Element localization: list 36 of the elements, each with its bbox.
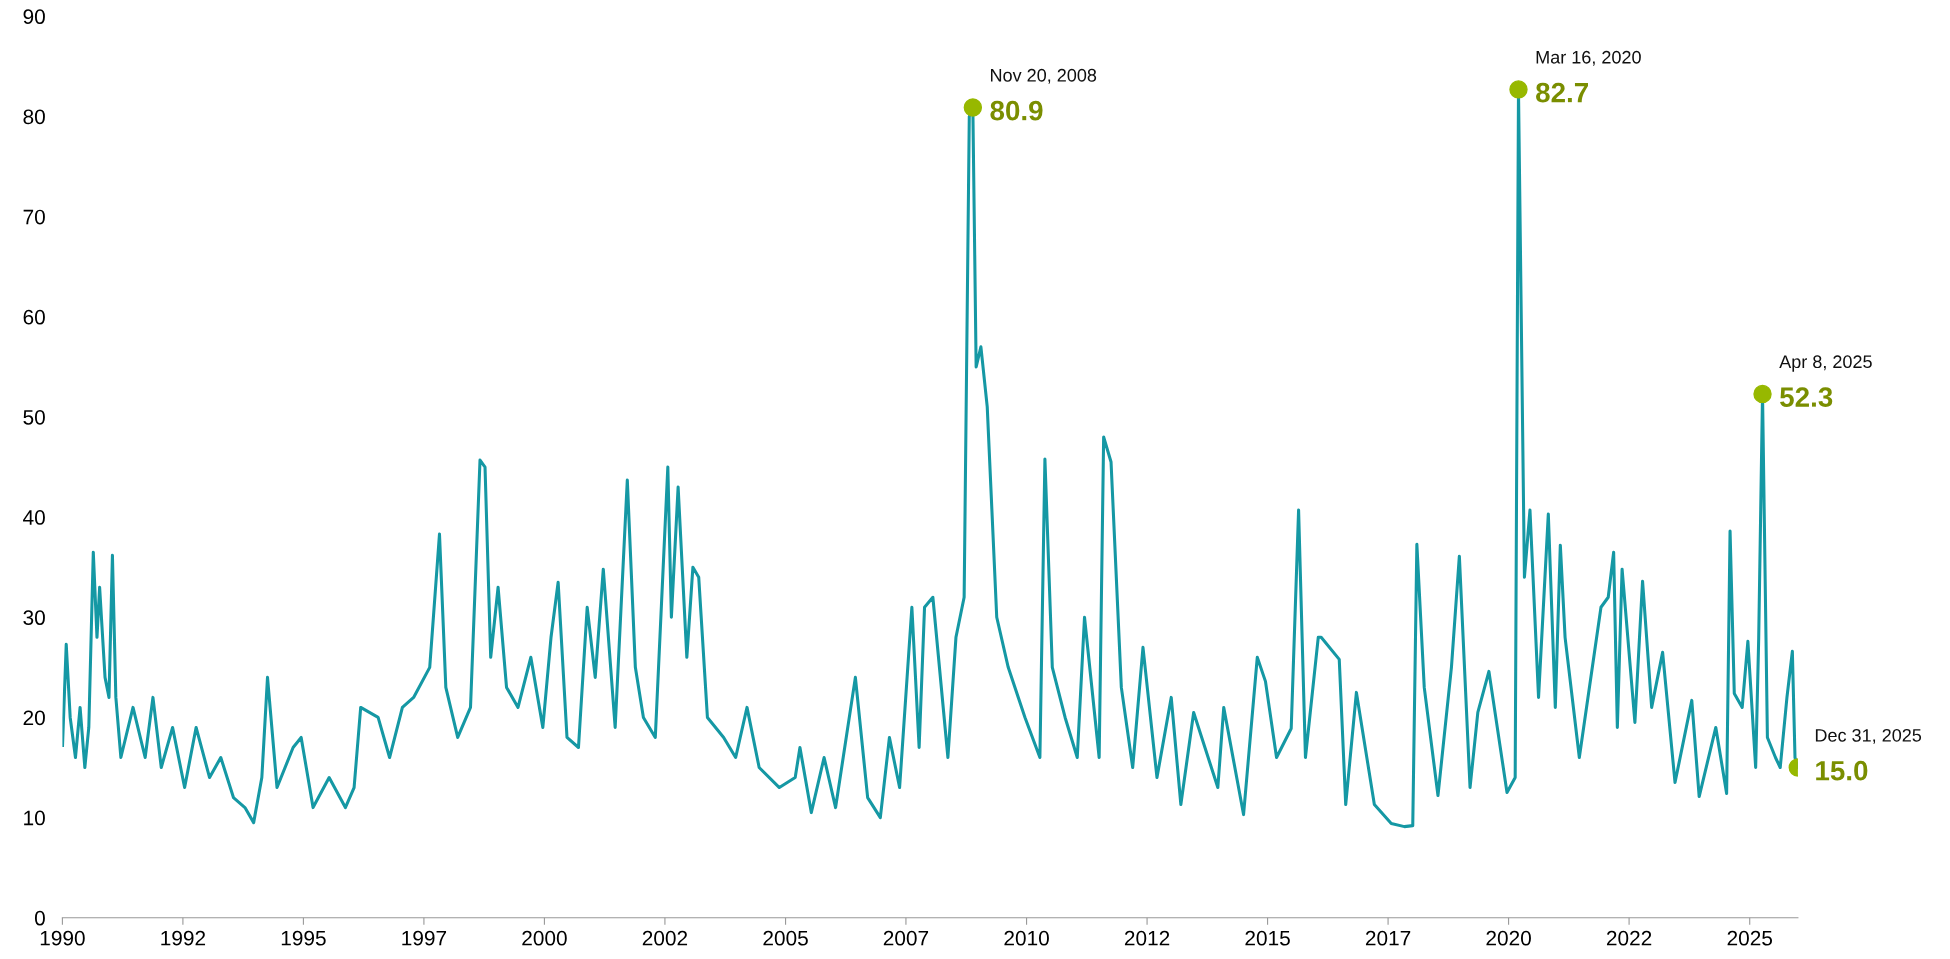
x-tick-label: 2025 [1727, 930, 1773, 946]
x-tick-label: 2012 [1124, 930, 1170, 946]
y-tick-label: 70 [23, 209, 45, 225]
y-tick-label: 60 [23, 309, 45, 325]
y-tick-label: 90 [23, 9, 45, 25]
x-tick-label: 2020 [1486, 930, 1531, 946]
annotation: Dec 31, 2025 [1815, 728, 1922, 744]
x-tick-label: 2002 [642, 930, 688, 946]
annotation: Apr 8, 2025 [1779, 355, 1872, 372]
y-tick-label: 40 [23, 510, 45, 525]
data-label: 80.9 [990, 100, 1043, 121]
data-label: 15.0 [1816, 760, 1868, 781]
annotation: Nov 20, 2008 [991, 68, 1097, 84]
x-tick-label: 2007 [883, 930, 929, 946]
point [1753, 384, 1772, 404]
x-tick-label: 1992 [161, 930, 206, 946]
x-tick-label: 2022 [1606, 930, 1652, 946]
y-tick-label: 10 [24, 810, 45, 826]
data-label: 82.7 [1536, 82, 1588, 103]
x-tick-label: 2017 [1365, 930, 1411, 946]
x-tick-label: 2010 [1004, 930, 1049, 946]
point [1509, 80, 1528, 99]
annotation: Mar 16, 2020 [1536, 50, 1641, 66]
y-tick-label: 50 [23, 409, 45, 425]
y-tick-label: 30 [23, 610, 45, 626]
y-tick-label: 80 [23, 109, 45, 125]
x-tick-label: 2005 [763, 930, 808, 946]
x-tick-label: 1995 [281, 930, 326, 946]
data-label: 52.3 [1780, 387, 1833, 407]
x-tick-label: 1990 [40, 930, 85, 946]
y-tick-label: 20 [23, 710, 45, 726]
x-tick-label: 2015 [1245, 930, 1290, 946]
x-tick-label: 2000 [522, 930, 567, 946]
point [963, 98, 983, 117]
y-tick-label: 0 [34, 910, 45, 926]
x-tick-label: 1997 [402, 930, 447, 946]
